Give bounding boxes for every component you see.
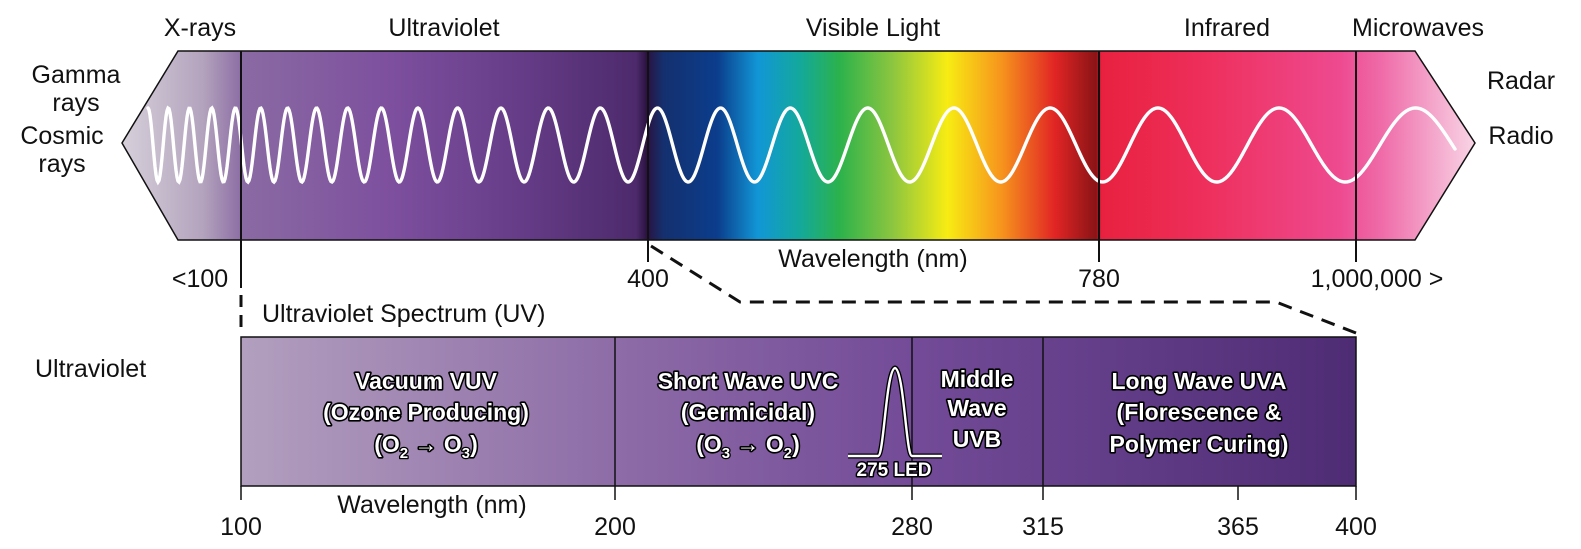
band-uvb-line3: UVB <box>953 426 1002 452</box>
region-xrays: X-rays <box>164 14 236 42</box>
band-uvc-line3: (O3 → O2) <box>696 431 800 462</box>
band-uva-line1: Long Wave UVA <box>1111 368 1286 394</box>
label-gamma-2: rays <box>52 89 99 117</box>
uv-tick-label-100: 100 <box>220 513 262 541</box>
wave-path <box>146 105 1457 186</box>
label-radar: Radar <box>1487 67 1555 95</box>
tick-label-780: 780 <box>1078 265 1120 293</box>
uv-tick-label-365: 365 <box>1217 513 1259 541</box>
band-uva-line3: Polymer Curing) <box>1110 431 1289 457</box>
label-cosmic-2: rays <box>38 150 85 178</box>
uv-tick-label-280: 280 <box>891 513 933 541</box>
led-label: 275 LED <box>857 460 932 481</box>
band-vuv-line2: (Ozone Producing) <box>323 399 529 425</box>
band-vuv-line3: (O2 → O3) <box>374 431 478 462</box>
uv-band <box>240 336 1357 487</box>
uv-title: Ultraviolet Spectrum (UV) <box>262 300 545 328</box>
uv-axis-title: Wavelength (nm) <box>337 491 526 519</box>
band-uva-line2: (Florescence & <box>1117 399 1282 425</box>
label-gamma-1: Gamma <box>32 61 121 89</box>
band-uvb-line1: Middle <box>941 366 1014 392</box>
region-infrared: Infrared <box>1184 14 1270 42</box>
band-vuv-line1: Vacuum VUV <box>355 368 498 394</box>
tick-label-1000000: 1,000,000 > <box>1311 265 1444 293</box>
region-ultraviolet: Ultraviolet <box>388 14 499 42</box>
band-uvb-line2: Wave <box>947 395 1006 421</box>
tick-label-lt100: <100 <box>172 265 228 293</box>
region-visible: Visible Light <box>806 14 940 42</box>
spectrum-band <box>121 50 1476 241</box>
uv-tick-label-400: 400 <box>1335 513 1377 541</box>
tick-label-400: 400 <box>627 265 669 293</box>
zoom-line-right <box>650 244 1357 335</box>
label-cosmic-1: Cosmic <box>20 122 103 150</box>
uv-tick-label-200: 200 <box>594 513 636 541</box>
band-uvc-line1: Short Wave UVC <box>658 368 839 394</box>
uv-row-label: Ultraviolet <box>35 355 146 383</box>
uv-tick-label-315: 315 <box>1022 513 1064 541</box>
led-peak-curve-inner <box>848 366 942 458</box>
label-radio: Radio <box>1488 122 1553 150</box>
region-microwaves: Microwaves <box>1352 14 1484 42</box>
spectrum-axis-title: Wavelength (nm) <box>778 245 967 273</box>
band-uvc-line2: (Germicidal) <box>681 399 815 425</box>
